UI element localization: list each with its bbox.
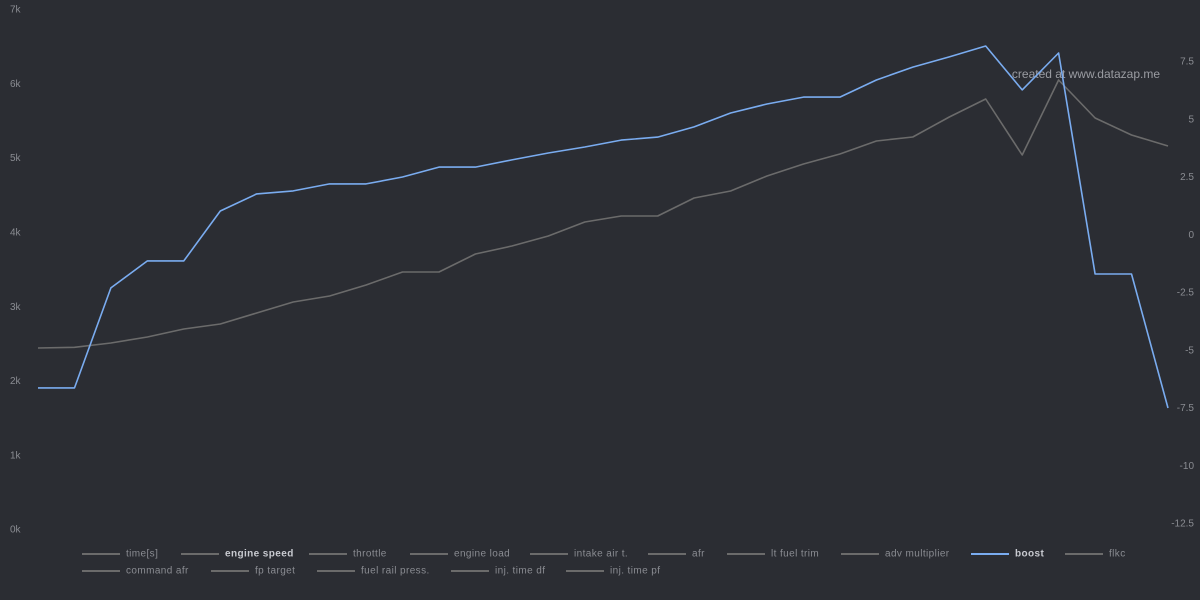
legend-label: flkc	[1109, 549, 1126, 560]
watermark: created at www.datazap.me	[1012, 67, 1160, 81]
y-tick-label: 3k	[10, 302, 22, 313]
y2-tick-label: 0	[1188, 230, 1194, 241]
legend-label: time[s]	[126, 549, 158, 560]
legend-label: fuel rail press.	[361, 566, 430, 577]
series-line	[37, 79, 1169, 349]
y2-tick-label: -5	[1185, 345, 1194, 356]
legend-label: throttle	[353, 549, 387, 560]
legend-label: afr	[692, 549, 705, 560]
y2-tick-label: -7.5	[1177, 403, 1195, 414]
y2-tick-label: 7.5	[1180, 57, 1194, 68]
legend-label: engine load	[454, 549, 510, 560]
legend-label: inj. time pf	[610, 566, 660, 577]
y2-tick-label: 5	[1188, 114, 1194, 125]
legend-label: boost	[1015, 549, 1044, 560]
legend-label: lt fuel trim	[771, 549, 819, 560]
series-line	[38, 45, 1169, 409]
y-tick-label: 1k	[10, 450, 22, 461]
y2-tick-label: 2.5	[1180, 172, 1194, 183]
legend-label: inj. time df	[495, 566, 545, 577]
legend-label: adv multiplier	[885, 549, 950, 560]
y-tick-label: 6k	[10, 79, 22, 90]
y-tick-label: 5k	[10, 153, 22, 164]
legend-label: command afr	[126, 566, 189, 577]
y2-tick-label: -12.5	[1171, 519, 1194, 530]
legend-label: fp target	[255, 566, 295, 577]
y-tick-label: 0k	[10, 525, 22, 536]
legend-label: intake air t.	[574, 549, 628, 560]
y-tick-label: 7k	[10, 5, 22, 16]
y2-tick-label: -10	[1180, 461, 1195, 472]
y2-tick-label: -2.5	[1177, 288, 1195, 299]
y-tick-label: 4k	[10, 227, 22, 238]
y-tick-label: 2k	[10, 376, 22, 387]
legend-label: engine speed	[225, 549, 294, 560]
